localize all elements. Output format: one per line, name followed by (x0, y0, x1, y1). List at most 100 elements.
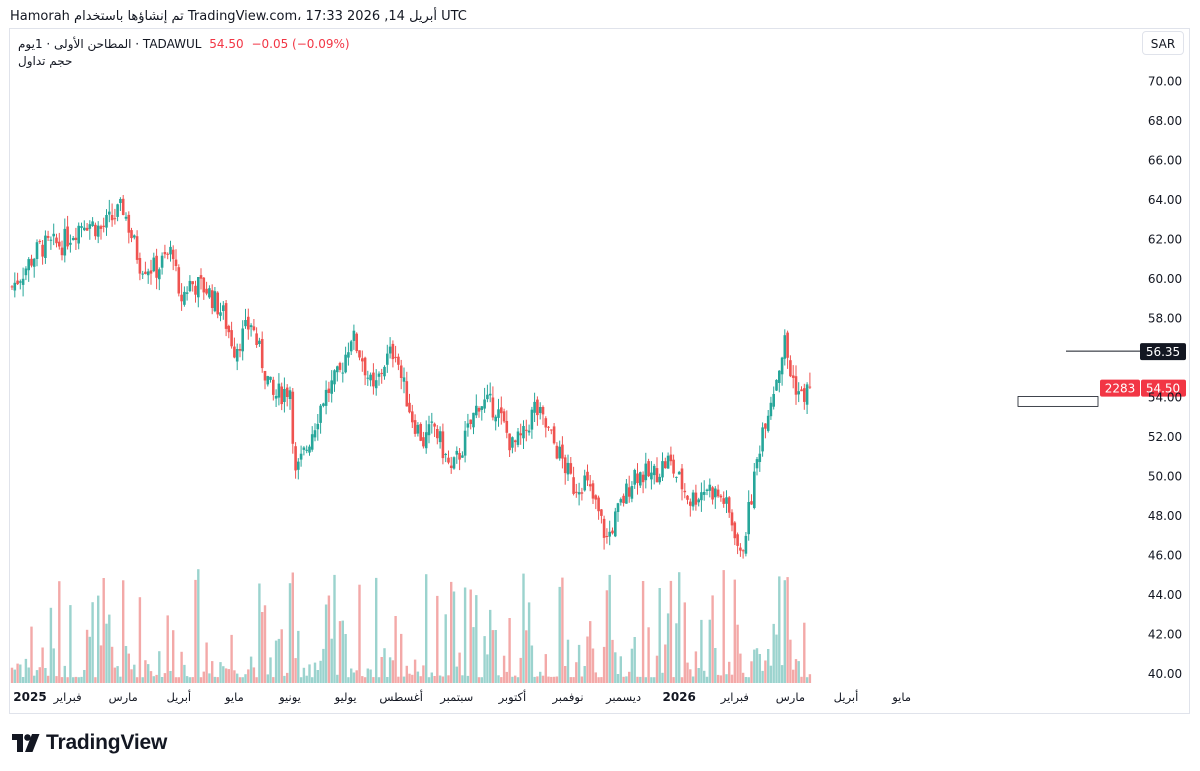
candle-body (127, 214, 131, 233)
price-axis-tick: 50.00 (1148, 470, 1182, 484)
candle (305, 445, 308, 454)
candle-body (41, 244, 44, 257)
volume-bar (458, 652, 461, 683)
volume-bar (680, 677, 684, 683)
candle-body (600, 509, 603, 516)
candle (272, 376, 275, 401)
candle (327, 381, 331, 402)
price-axis-tick: 40.00 (1148, 667, 1182, 681)
symbol-label[interactable]: المطاحن الأولى · 1يوم · TADAWUL (18, 37, 202, 51)
volume-bar (386, 677, 389, 683)
volume-indicator-label[interactable]: حجم تداول (18, 54, 73, 68)
volume-bar (155, 674, 158, 683)
candle-body (197, 277, 200, 298)
time-axis-tick: سبتمبر (439, 690, 473, 705)
volume-bar (705, 676, 709, 683)
volume-bar (569, 677, 572, 683)
candle (711, 485, 714, 505)
candle-body (627, 487, 631, 497)
candle-body (747, 502, 750, 535)
candle (805, 382, 809, 414)
candle-body (152, 257, 156, 272)
candle-body (652, 465, 656, 476)
time-axis-tick: ديسمبر (605, 690, 641, 705)
volume-bar (252, 667, 256, 683)
candle (572, 466, 575, 496)
candle-body (733, 522, 737, 539)
candle (299, 445, 303, 467)
candle-body (352, 330, 356, 341)
candle (619, 497, 623, 506)
candle-body (283, 389, 286, 402)
candle (344, 346, 347, 374)
candle-body (552, 426, 556, 444)
volume-bar (72, 677, 75, 683)
candle-body (475, 405, 478, 416)
candle-body (780, 357, 784, 375)
candle (486, 384, 489, 403)
candle (722, 491, 725, 508)
candle-body (739, 547, 742, 551)
volume-bar (99, 645, 103, 683)
time-axis-tick: مارس (776, 690, 805, 705)
chart-overlays: 56.35 2283 54.50 (1017, 343, 1186, 407)
candle (708, 478, 712, 498)
tradingview-logo[interactable]: TradingView (12, 731, 167, 755)
candle (630, 481, 634, 503)
candle-body (144, 271, 147, 274)
candle-body (522, 426, 525, 439)
candle (21, 267, 25, 297)
candle-body (547, 426, 550, 428)
candle-body (789, 360, 792, 377)
candle (171, 245, 175, 271)
volume-bar (97, 595, 100, 683)
volume-bar (536, 676, 539, 683)
volume-bar (455, 666, 458, 683)
candle (552, 423, 556, 445)
volume-bar (714, 648, 717, 683)
candle-body (538, 407, 542, 413)
candle (725, 490, 728, 513)
candle-body (402, 377, 406, 382)
candle (463, 421, 467, 463)
volume-bar (60, 677, 64, 683)
volume-series (10, 569, 812, 683)
candle-body (608, 531, 611, 537)
candle (377, 371, 381, 386)
candle (116, 203, 119, 222)
candle-body (66, 226, 69, 247)
candle-body (294, 446, 297, 471)
candle-body (399, 365, 403, 378)
volume-bar (213, 676, 217, 683)
candle (149, 259, 153, 285)
volume-bar (697, 668, 700, 683)
candle (144, 261, 147, 275)
candle-body (388, 346, 392, 354)
candle (191, 281, 194, 292)
candle-body (558, 446, 561, 459)
price-axis-tick: 52.00 (1148, 430, 1182, 444)
candle-body (166, 253, 169, 255)
volume-bar (547, 676, 550, 683)
volume-bar (758, 654, 761, 683)
candle (288, 386, 292, 410)
candle (639, 471, 642, 488)
candle (133, 234, 136, 240)
candle-body (394, 356, 397, 358)
volume-bar (608, 574, 611, 683)
candle-body (594, 495, 598, 500)
volume-bar (405, 665, 408, 683)
volume-bar (450, 581, 453, 683)
candle (127, 211, 131, 244)
candle-body (711, 487, 714, 500)
volume-bar (728, 661, 731, 683)
candle (416, 422, 420, 437)
candle (664, 457, 667, 469)
candle (405, 371, 409, 407)
currency-button[interactable]: SAR (1142, 31, 1184, 55)
candle (494, 414, 497, 431)
candle (616, 502, 620, 522)
candle (753, 463, 756, 510)
volume-bar (366, 668, 369, 683)
